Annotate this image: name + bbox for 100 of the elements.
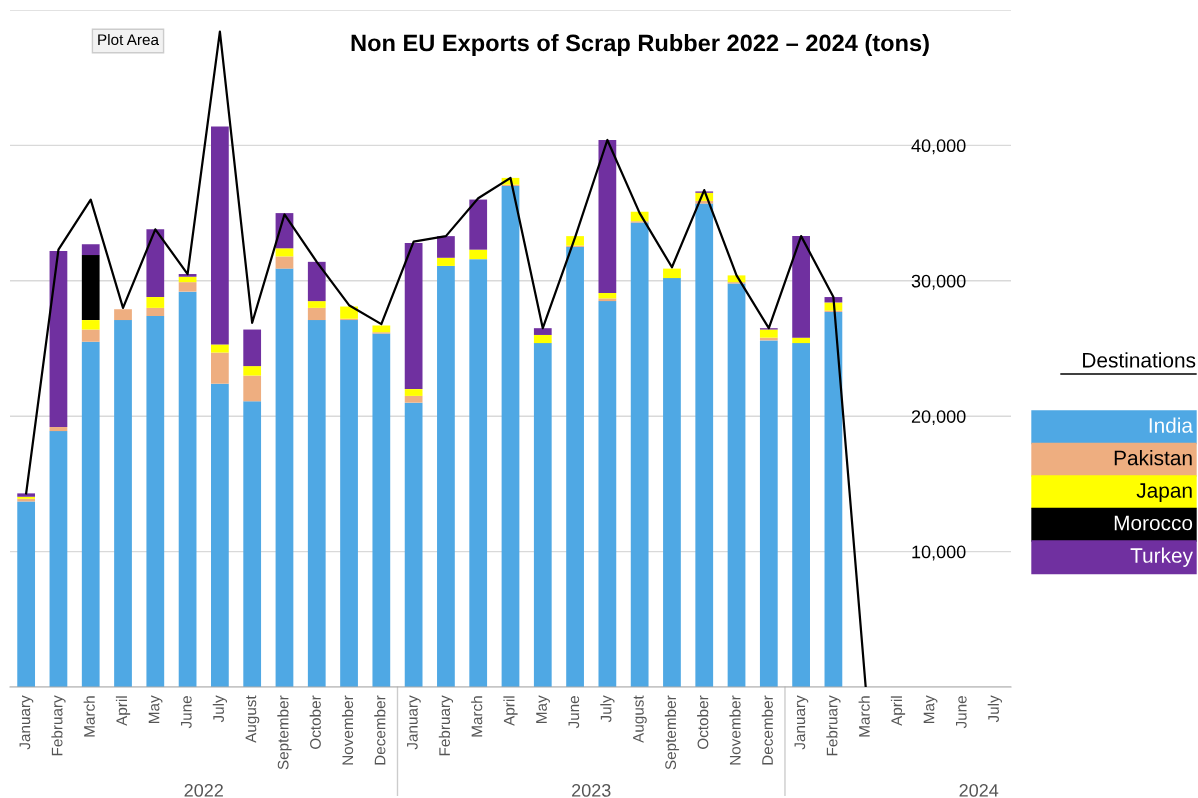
- bar: [146, 229, 165, 298]
- x-tick-label: September: [664, 695, 680, 770]
- bar: [792, 236, 810, 338]
- bar: [404, 395, 423, 403]
- bar: [533, 343, 552, 687]
- bar: [469, 199, 488, 250]
- x-tick-label: February: [51, 695, 66, 756]
- bar: [630, 222, 649, 687]
- y-tick-label: 10,000: [912, 545, 966, 561]
- bar: [533, 328, 552, 335]
- x-tick-label: April: [890, 696, 906, 726]
- text: 2023: [572, 784, 611, 797]
- bar: [598, 139, 617, 293]
- bar: [598, 292, 617, 299]
- y-tick-label: 30,000: [911, 274, 966, 290]
- bar: [759, 340, 778, 687]
- bar: [275, 268, 294, 687]
- x-tick-label: April: [503, 696, 518, 726]
- bar: [469, 249, 488, 260]
- x-tick-label: May: [536, 695, 550, 723]
- x-tick-label: January: [19, 695, 34, 750]
- bar: [598, 301, 617, 687]
- bar: [49, 431, 68, 687]
- bar: [81, 255, 100, 321]
- x-tick-label: February: [438, 695, 454, 756]
- bar: [340, 306, 358, 319]
- bar: [243, 366, 262, 376]
- x-tick-label: October: [309, 695, 321, 749]
- bar: [340, 320, 358, 687]
- x-tick-label: June: [181, 696, 192, 729]
- bar: [469, 259, 488, 687]
- bar: [663, 268, 681, 279]
- x-tick-label: July: [987, 695, 1002, 723]
- bar: [178, 282, 197, 292]
- x-tick-label: November: [729, 695, 741, 765]
- bar: [211, 352, 229, 384]
- bar: [792, 337, 810, 344]
- text: India: [1149, 417, 1193, 433]
- text: Japan: [1136, 483, 1192, 502]
- bar: [81, 329, 100, 342]
- x-tick-label: February: [826, 695, 841, 756]
- x-tick-label: June: [956, 696, 967, 729]
- bar: [114, 320, 132, 687]
- x-tick-label: July: [600, 695, 615, 723]
- text: 2022: [184, 784, 223, 797]
- bar: [146, 297, 165, 308]
- bar: [372, 325, 391, 333]
- bar: [372, 333, 391, 687]
- bar: [146, 307, 165, 316]
- bar: [307, 261, 326, 302]
- x-tick-label: March: [83, 696, 95, 737]
- bar: [824, 311, 843, 687]
- bar: [501, 186, 520, 687]
- x-tick-label: March: [858, 696, 870, 737]
- x-tick-label: May: [148, 695, 163, 723]
- bar: [307, 307, 326, 321]
- bar: [566, 246, 584, 687]
- legend-title: Destinations: [1083, 352, 1196, 368]
- bar: [114, 309, 132, 321]
- bar: [307, 320, 326, 687]
- bar: [275, 248, 294, 257]
- bar: [598, 298, 617, 302]
- x-tick-label: May: [923, 695, 938, 723]
- x-tick-label: January: [794, 695, 809, 750]
- text: Turkey: [1130, 547, 1193, 567]
- bar: [17, 501, 36, 687]
- bar: [178, 274, 197, 277]
- bar: [404, 389, 423, 396]
- bar: [695, 203, 714, 687]
- x-tick-label: December: [761, 695, 773, 765]
- bar: [437, 236, 455, 258]
- text: Pakistan: [1114, 450, 1192, 466]
- x-tick-label: December: [374, 695, 386, 765]
- bar: [211, 126, 229, 345]
- bar: [81, 341, 100, 687]
- x-tick-label: July: [212, 695, 228, 723]
- bar: [437, 265, 455, 687]
- bar: [49, 251, 68, 428]
- bar: [404, 402, 423, 687]
- x-tick-label: April: [115, 696, 131, 726]
- x-tick-label: January: [407, 695, 421, 750]
- bar: [759, 329, 778, 338]
- text: Morocco: [1114, 515, 1193, 531]
- annotation: Plot Area: [98, 33, 159, 46]
- bar: [437, 257, 455, 266]
- line-series: [25, 30, 867, 687]
- bar: [211, 344, 229, 353]
- x-tick-label: June: [568, 696, 580, 729]
- bar: [533, 334, 552, 344]
- bar: [243, 401, 262, 687]
- bar: [243, 375, 262, 402]
- text: Non EU Exports of Scrap Rubber 2022 – 2024 (tons): [351, 34, 929, 56]
- bar: [211, 383, 229, 687]
- x-tick-label: September: [277, 695, 292, 770]
- bar: [146, 316, 165, 687]
- x-tick-label: August: [245, 695, 260, 743]
- bar: [243, 329, 262, 367]
- bar: [178, 291, 197, 687]
- x-tick-label: October: [697, 695, 709, 749]
- bar: [792, 343, 810, 687]
